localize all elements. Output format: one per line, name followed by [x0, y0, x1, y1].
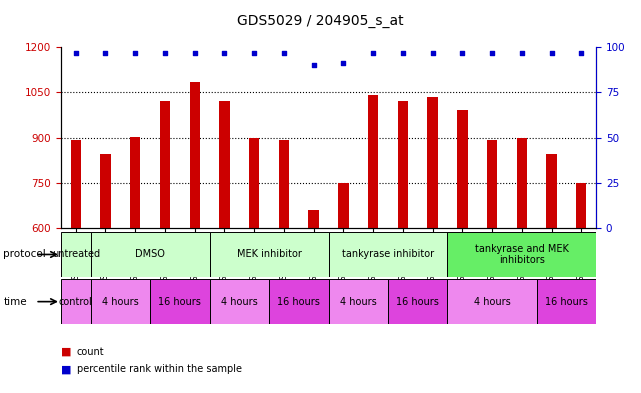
Point [517, 50, 527, 56]
Point [279, 50, 289, 56]
Bar [90, 232, 210, 277]
Text: 4 hours: 4 hours [474, 297, 510, 307]
Bar [308, 210, 319, 228]
Bar [457, 110, 467, 228]
Bar [388, 279, 447, 324]
Text: untreated: untreated [52, 250, 100, 259]
Text: tankyrase and MEK
inhibitors: tankyrase and MEK inhibitors [475, 244, 569, 265]
Bar [338, 183, 349, 228]
Text: tankyrase inhibitor: tankyrase inhibitor [342, 250, 434, 259]
Text: DMSO: DMSO [135, 250, 165, 259]
Text: 4 hours: 4 hours [102, 297, 138, 307]
Bar [61, 232, 90, 277]
Text: MEK inhibitor: MEK inhibitor [237, 250, 301, 259]
Text: percentile rank within the sample: percentile rank within the sample [77, 364, 242, 375]
Bar [150, 279, 210, 324]
Bar [90, 279, 150, 324]
Bar [576, 183, 587, 228]
Bar [210, 279, 269, 324]
Point [71, 50, 81, 56]
Point [457, 50, 467, 56]
Bar [100, 154, 111, 228]
Bar [190, 82, 200, 228]
Text: time: time [3, 297, 27, 307]
Bar [219, 101, 229, 228]
Bar [397, 101, 408, 228]
Bar [61, 279, 90, 324]
Bar [328, 232, 447, 277]
Point [219, 50, 229, 56]
Bar [210, 232, 328, 277]
Text: ■: ■ [61, 347, 71, 357]
Bar [279, 140, 289, 228]
Text: protocol: protocol [3, 250, 46, 259]
Text: 16 hours: 16 hours [545, 297, 588, 307]
Bar [130, 137, 140, 228]
Point [101, 50, 111, 56]
Bar [487, 140, 497, 228]
Bar [517, 138, 527, 228]
Bar [368, 95, 378, 228]
Text: 4 hours: 4 hours [340, 297, 377, 307]
Bar [249, 138, 260, 228]
Point [160, 50, 170, 56]
Bar [447, 279, 537, 324]
Point [249, 50, 260, 56]
Text: 4 hours: 4 hours [221, 297, 258, 307]
Point [190, 50, 200, 56]
Point [397, 50, 408, 56]
Point [338, 60, 349, 66]
Bar [428, 97, 438, 228]
Bar [447, 232, 596, 277]
Text: control: control [59, 297, 93, 307]
Text: ■: ■ [61, 364, 71, 375]
Point [130, 50, 140, 56]
Text: 16 hours: 16 hours [158, 297, 201, 307]
Text: 16 hours: 16 hours [396, 297, 439, 307]
Bar [328, 279, 388, 324]
Bar [546, 154, 557, 228]
Bar [537, 279, 596, 324]
Point [428, 50, 438, 56]
Point [487, 50, 497, 56]
Text: GDS5029 / 204905_s_at: GDS5029 / 204905_s_at [237, 14, 404, 28]
Bar [71, 140, 81, 228]
Point [576, 50, 587, 56]
Bar [269, 279, 328, 324]
Point [308, 62, 319, 68]
Point [368, 50, 378, 56]
Bar [160, 101, 170, 228]
Point [546, 50, 556, 56]
Text: 16 hours: 16 hours [278, 297, 320, 307]
Text: count: count [77, 347, 104, 357]
